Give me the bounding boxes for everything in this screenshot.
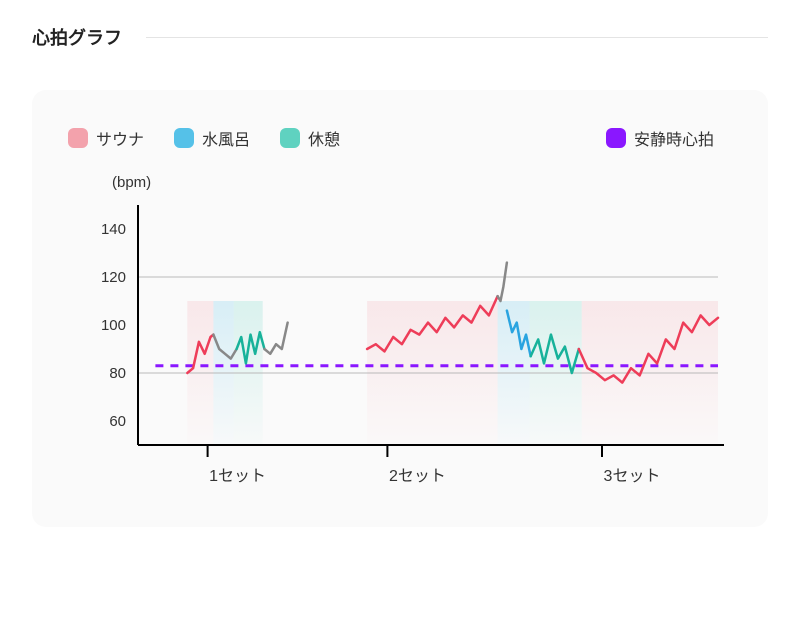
set-label: 3セット xyxy=(604,468,661,485)
page-title: 心拍グラフ xyxy=(32,24,122,50)
swatch-rest xyxy=(280,128,300,148)
legend-water-label: 水風呂 xyxy=(202,126,250,150)
y-tick-label: 120 xyxy=(101,269,126,286)
legend-rest: 休憩 xyxy=(280,126,340,150)
series-line xyxy=(264,323,287,354)
swatch-sauna xyxy=(68,128,88,148)
legend-rest-label: 休憩 xyxy=(308,126,340,150)
set-label: 1セット xyxy=(209,468,266,485)
legend-baseline: 安静時心拍 xyxy=(606,126,714,150)
legend-baseline-label: 安静時心拍 xyxy=(634,126,714,150)
swatch-baseline xyxy=(606,128,626,148)
set-label: 2セット xyxy=(389,468,446,485)
chart-plot: 60 80 100 120 140 1セット 2セット 3セット xyxy=(68,195,732,495)
header-rule xyxy=(146,37,768,38)
legend-water: 水風呂 xyxy=(174,126,250,150)
legend-sauna: サウナ xyxy=(68,126,144,150)
swatch-water xyxy=(174,128,194,148)
legend-sauna-label: サウナ xyxy=(96,126,144,150)
y-tick-label: 100 xyxy=(101,317,126,334)
y-tick-label: 80 xyxy=(109,365,126,382)
y-tick-label: 140 xyxy=(101,221,126,238)
y-axis-label: (bpm) xyxy=(112,174,732,191)
chart-svg: 60 80 100 120 140 1セット 2セット 3セット xyxy=(68,195,728,495)
legend: サウナ 水風呂 休憩 安静時心拍 xyxy=(68,126,732,150)
y-tick-label: 60 xyxy=(109,413,126,430)
series-line xyxy=(498,263,507,301)
chart-card: サウナ 水風呂 休憩 安静時心拍 (bpm) 60 80 100 120 140 1セット… xyxy=(32,90,768,527)
